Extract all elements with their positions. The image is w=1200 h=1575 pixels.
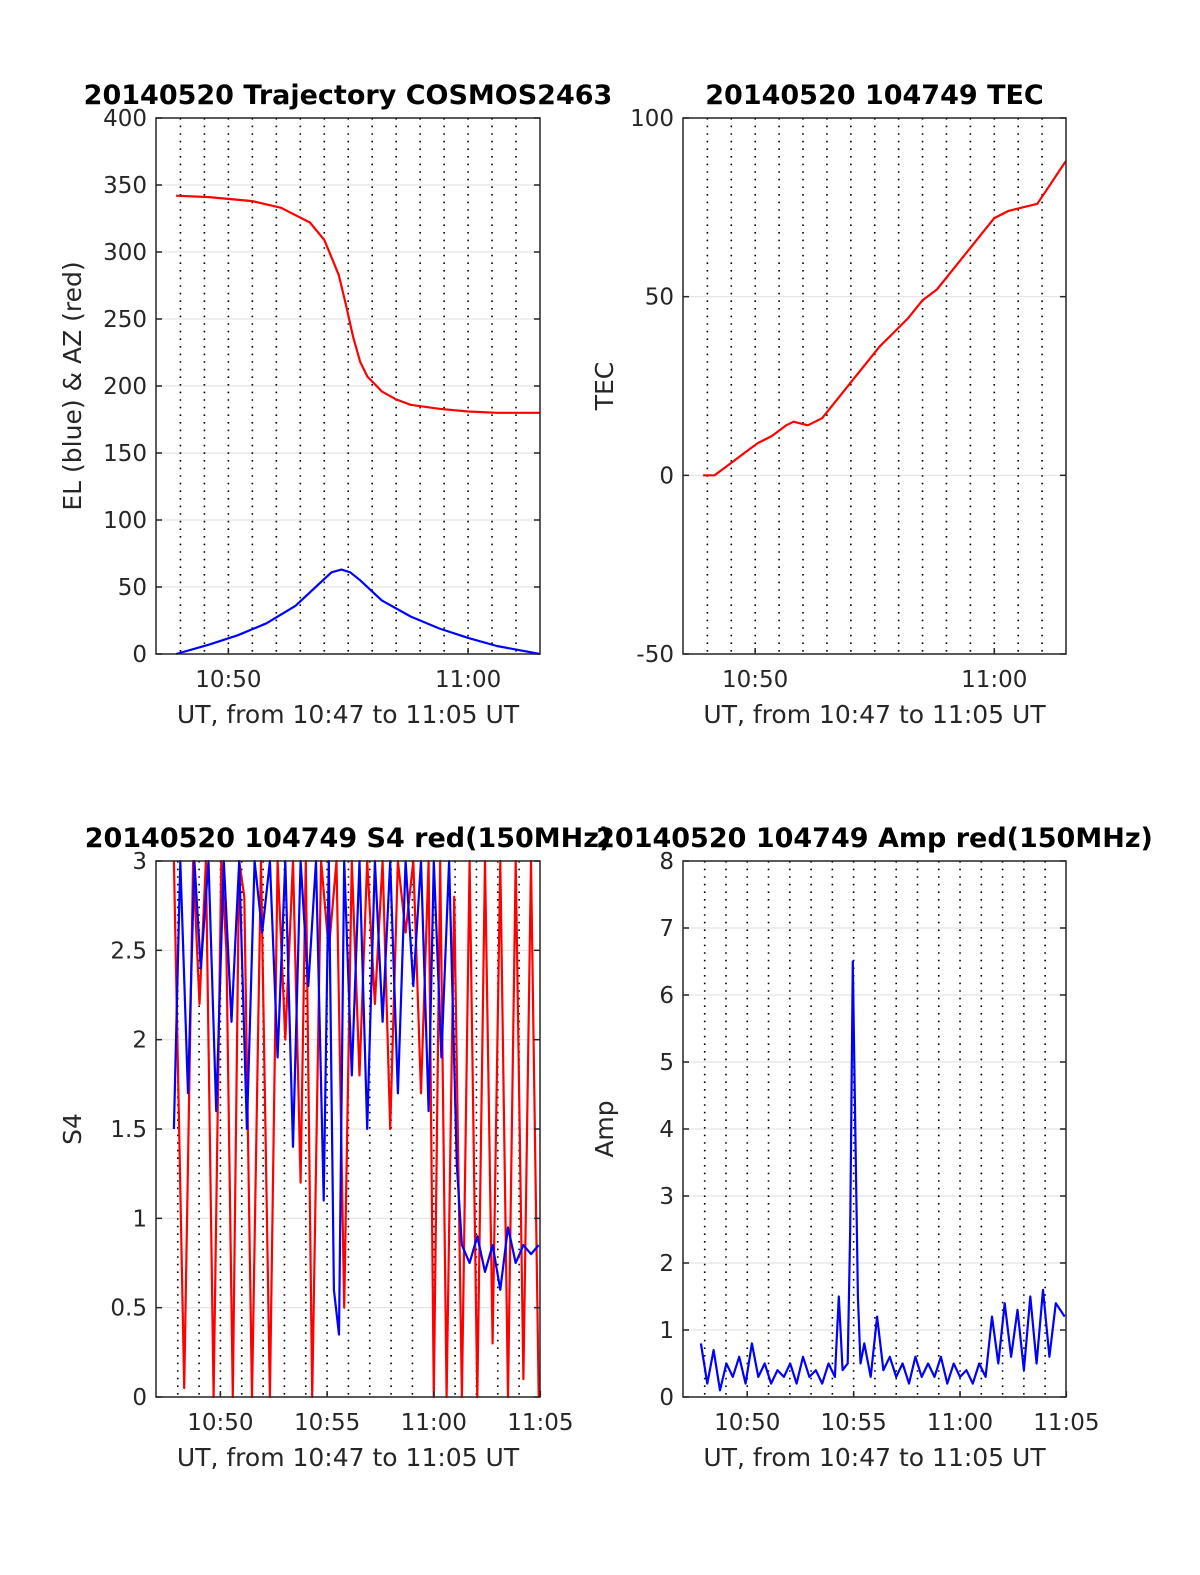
x-tick-label: 10:50 — [195, 667, 261, 693]
x-axis-label: UT, from 10:47 to 11:05 UT — [177, 700, 520, 729]
y-tick-label: 3 — [132, 849, 147, 875]
y-tick-label: 6 — [659, 983, 674, 1009]
y-tick-label: 2 — [659, 1251, 674, 1277]
y-tick-label: 4 — [659, 1117, 674, 1143]
y-tick-label: -50 — [636, 642, 674, 668]
series-line-2 — [175, 568, 541, 656]
x-tick-label: 10:50 — [187, 1410, 253, 1436]
y-tick-label: 0 — [132, 642, 147, 668]
chart-panel-1: 0 50 100 150 200 250 300 350 400 10:50 11:00 201405… — [58, 80, 612, 729]
y-tick-label: 0 — [132, 1385, 147, 1411]
chart-title: 20140520 104749 S4 red(150MHz) — [85, 823, 612, 854]
x-axis-label: UT, from 10:47 to 11:05 UT — [177, 1443, 520, 1472]
y-axis-label: Amp — [590, 1100, 619, 1157]
x-tick-label: 10:50 — [722, 667, 788, 693]
y-tick-label: 1 — [659, 1318, 674, 1344]
y-tick-label: 0 — [659, 463, 674, 489]
y-axis-label: S4 — [58, 1113, 87, 1145]
chart-panel-4: 0 1 2 3 4 5 6 7 8 10:50 10:55 11:00 11:05 20140520 10… — [590, 823, 1153, 1472]
y-tick-label: 3 — [659, 1184, 674, 1210]
y-axis-label: TEC — [590, 362, 619, 412]
x-tick-label: 11:05 — [507, 1410, 573, 1436]
chart-title: 20140520 104749 TEC — [705, 80, 1044, 111]
y-axis-label: EL (blue) & AZ (red) — [58, 261, 87, 510]
x-tick-label: 11:05 — [1033, 1410, 1099, 1436]
y-tick-label: 100 — [103, 508, 147, 534]
x-tick-label: 11:00 — [435, 667, 501, 693]
chart-title: 20140520 Trajectory COSMOS2463 — [84, 80, 613, 111]
y-tick-label: 1 — [132, 1206, 147, 1232]
y-tick-label: 300 — [103, 240, 147, 266]
y-tick-label: 0.5 — [110, 1296, 147, 1322]
y-tick-label: 200 — [103, 374, 147, 400]
x-tick-label: 10:50 — [714, 1410, 780, 1436]
x-tick-label: 11:00 — [401, 1410, 467, 1436]
x-tick-label: 10:55 — [294, 1410, 360, 1436]
y-tick-label: 1.5 — [110, 1117, 147, 1143]
chart-panel-3: 0 0.5 1 1.5 2 2.5 3 10:50 10:55 11:00 11:05 2014052… — [58, 823, 611, 1472]
y-tick-label: 5 — [659, 1050, 674, 1076]
y-tick-label: 0 — [659, 1385, 674, 1411]
y-tick-label: 250 — [103, 307, 147, 333]
x-tick-label: 11:00 — [927, 1410, 993, 1436]
chart-panel-2: -50 0 50 100 10:50 11:00 20140520 104749 TEC UT… — [590, 80, 1067, 729]
x-tick-label: 10:55 — [821, 1410, 887, 1436]
y-tick-label: 150 — [103, 441, 147, 467]
x-axis-label: UT, from 10:47 to 11:05 UT — [703, 700, 1046, 729]
x-tick-label: 11:00 — [961, 667, 1027, 693]
y-tick-label: 7 — [659, 916, 674, 942]
y-tick-label: 2.5 — [110, 938, 147, 964]
y-tick-label: 8 — [659, 849, 674, 875]
chart-title: 20140520 104749 Amp red(150MHz) — [596, 823, 1153, 854]
y-tick-label: 400 — [103, 106, 147, 132]
series-line-1 — [703, 160, 1067, 477]
series-line-1 — [699, 960, 1066, 1392]
series-line-1 — [176, 194, 540, 414]
y-tick-label: 350 — [103, 173, 147, 199]
y-tick-label: 100 — [630, 106, 674, 132]
y-tick-label: 50 — [118, 575, 147, 601]
series-line-2 — [172, 859, 540, 1336]
y-tick-label: 2 — [132, 1028, 147, 1054]
y-tick-label: 50 — [645, 285, 674, 311]
plot-frame — [682, 117, 1067, 655]
x-axis-label: UT, from 10:47 to 11:05 UT — [703, 1443, 1046, 1472]
